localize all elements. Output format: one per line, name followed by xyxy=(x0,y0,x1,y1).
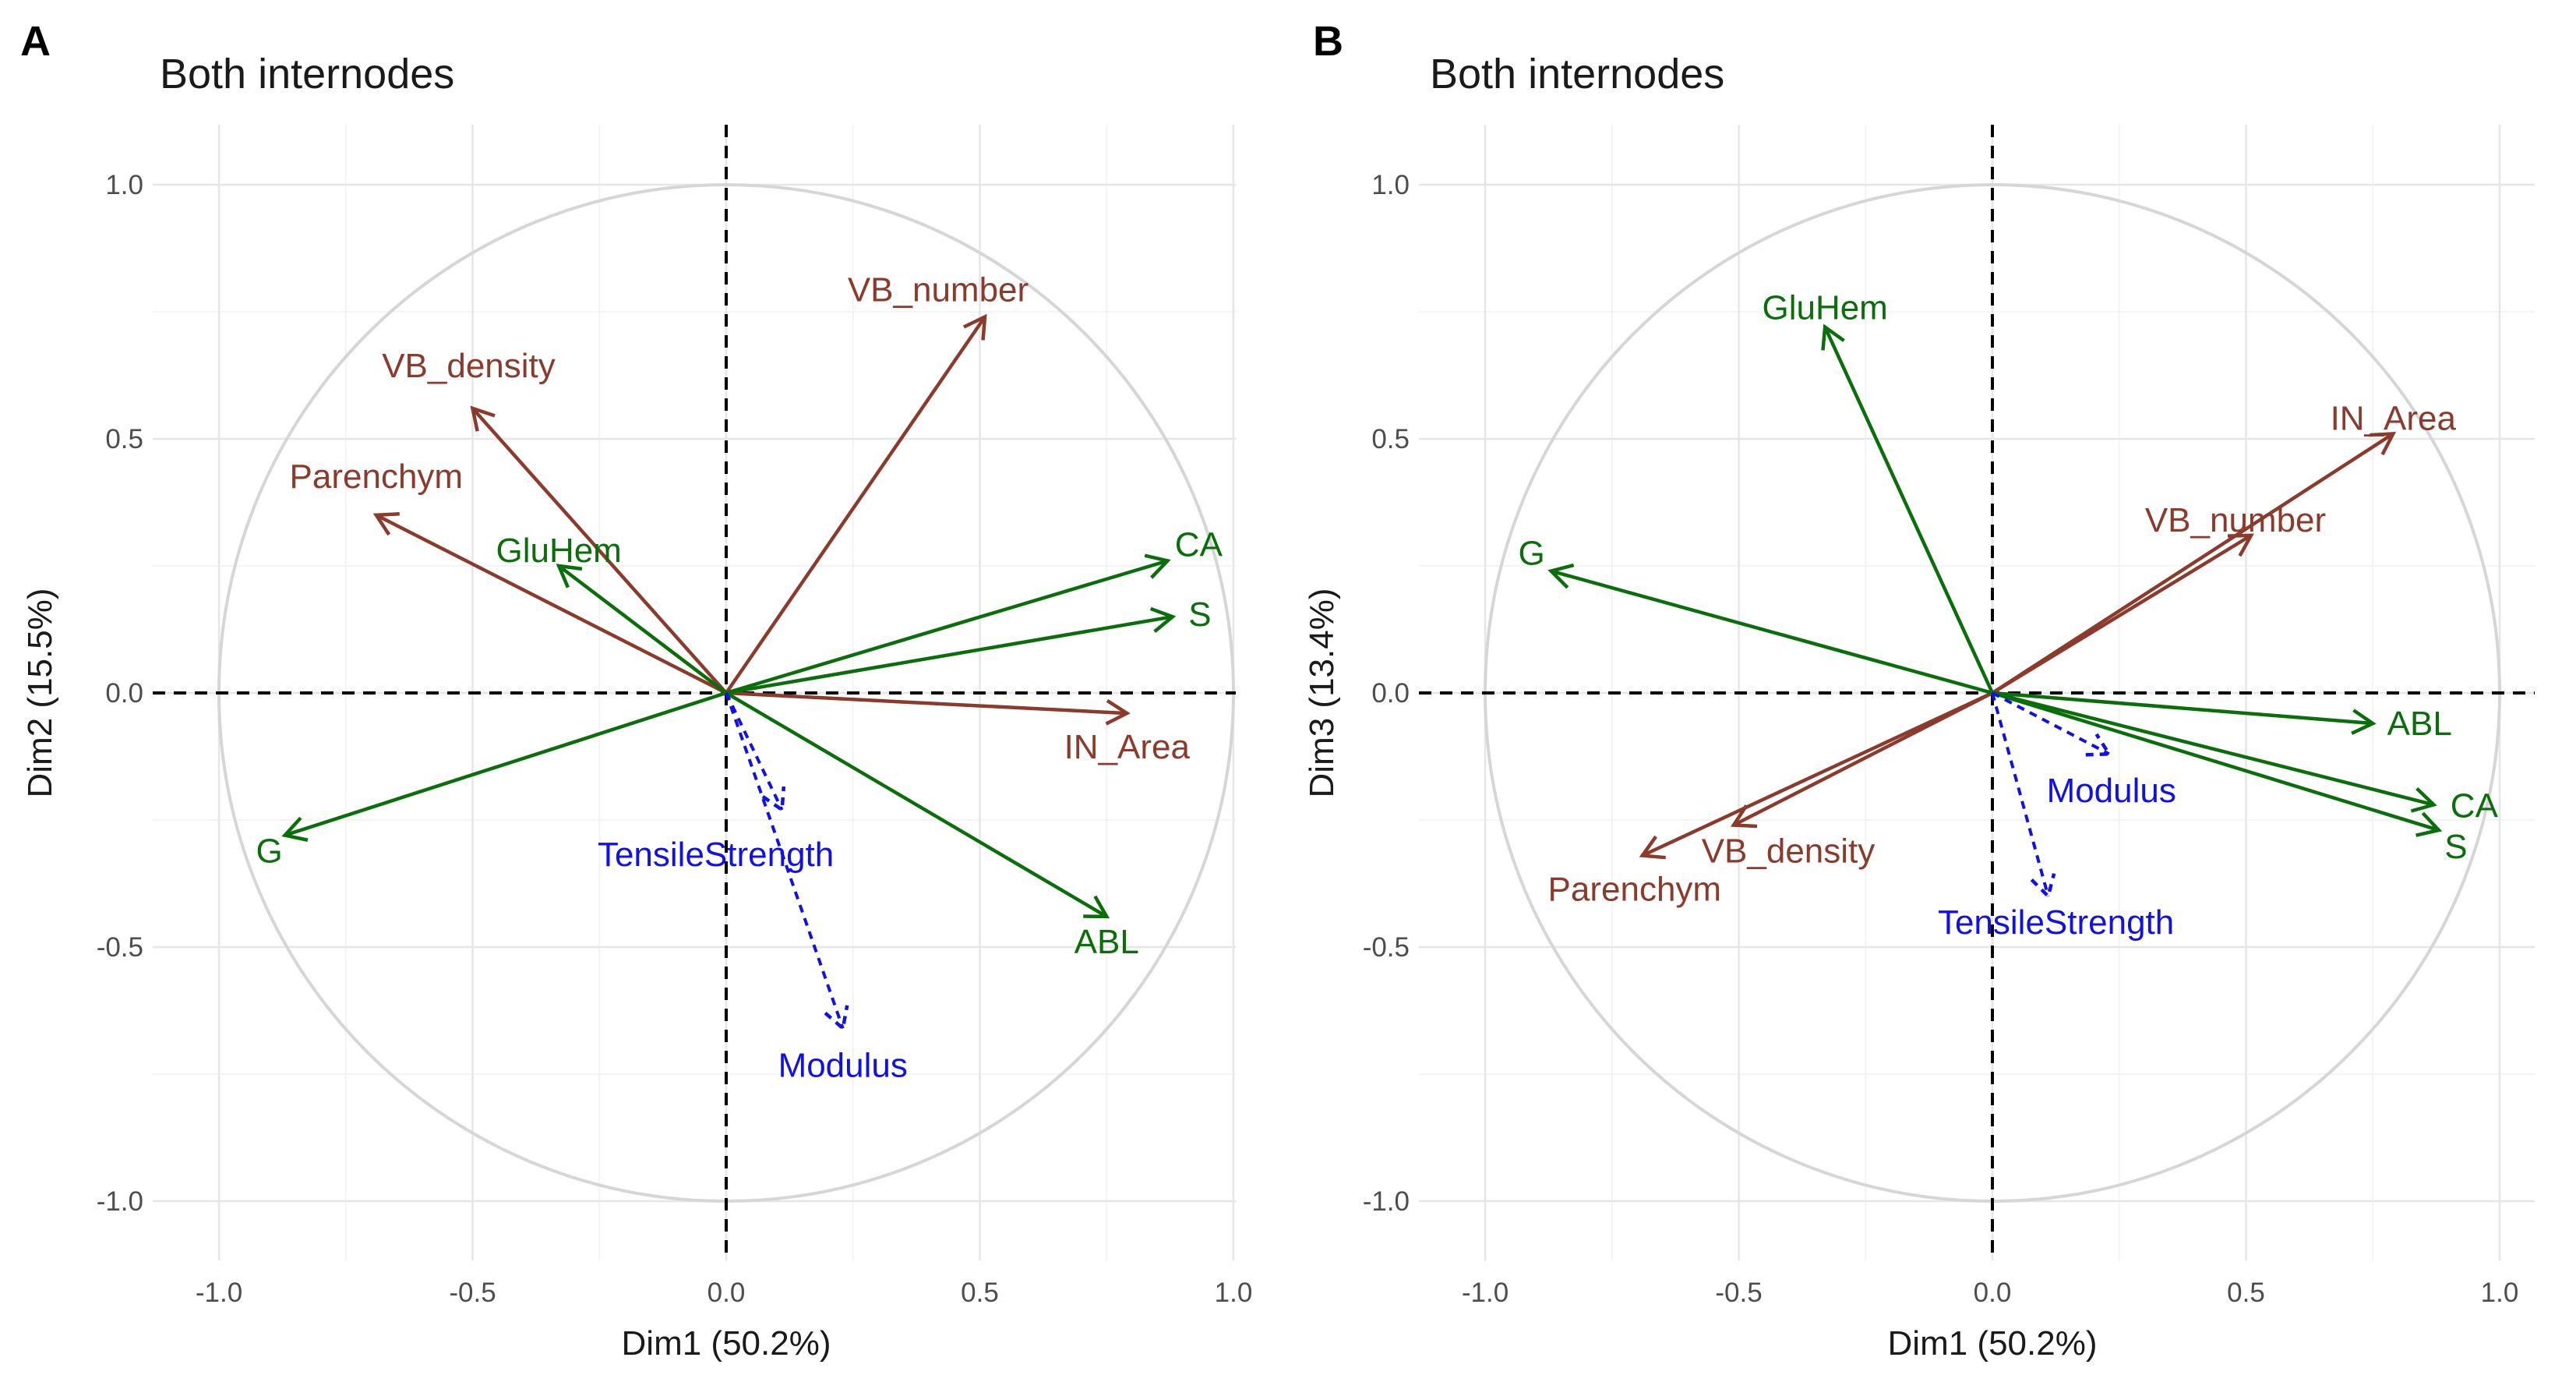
arrow-head xyxy=(2030,873,2056,900)
x-tick-label: 1.0 xyxy=(2481,1278,2519,1308)
vector-label: GluHem xyxy=(1762,289,1887,327)
pca-biplot-b: -1.0 -0.5 0.0 0.5 1.0 -1.0 -0.5 0.0 0.5 1.0 Dim1 (… xyxy=(1303,125,2535,1363)
vector-label: Modulus xyxy=(778,1046,908,1084)
arrow-head xyxy=(2410,786,2437,813)
vector-arrow xyxy=(725,692,845,1029)
vector-arrow xyxy=(1823,326,1995,694)
vector-label: GluHem xyxy=(496,532,621,570)
vector-label: S xyxy=(2444,828,2467,866)
arrow-head xyxy=(761,786,786,814)
vector-label: ABL xyxy=(2387,705,2452,743)
vector-label: IN_Area xyxy=(2331,399,2457,437)
vector-label: Modulus xyxy=(2047,772,2176,810)
vector-arrow xyxy=(557,564,728,695)
vector-label: VB_density xyxy=(1702,832,1876,871)
vector-arrow xyxy=(1551,569,1993,695)
arrow-head xyxy=(1821,323,1845,351)
panel-letter: A xyxy=(20,18,51,65)
x-tick-label: -1.0 xyxy=(1462,1278,1509,1308)
x-tick-label: -1.0 xyxy=(196,1278,242,1308)
vector-arrow xyxy=(725,691,1108,918)
vector-arrow xyxy=(1732,691,1994,827)
y-tick-label: -0.5 xyxy=(1363,932,1410,963)
panel-a: A Both internodes -1.0 -0.5 0.0 0.5 1.0 -1.0-… xyxy=(20,18,1253,1363)
vector-arrow xyxy=(725,559,1169,695)
vector-label: CA xyxy=(2451,786,2499,825)
vector-label: Parenchym xyxy=(290,458,464,496)
y-tick-label: 0.0 xyxy=(1371,678,1410,709)
vector-arrow xyxy=(1641,691,1993,857)
vector-arrow xyxy=(375,513,728,695)
chart-title: Both internodes xyxy=(1430,51,1725,97)
vector-arrow xyxy=(725,614,1173,695)
x-tick-label: 0.0 xyxy=(708,1278,746,1308)
y-tick-label: 0.0 xyxy=(105,678,143,709)
y-tick-label: -1.0 xyxy=(1363,1186,1410,1217)
vector-label: ABL xyxy=(1075,923,1139,961)
arrow-head xyxy=(372,512,400,536)
panel-letter: B xyxy=(1313,18,1343,65)
x-tick-label: 0.5 xyxy=(961,1278,999,1308)
x-tick-label: 1.0 xyxy=(1215,1278,1253,1308)
vector-arrow xyxy=(1991,533,2253,695)
arrow-head xyxy=(2415,811,2443,837)
chart-title: Both internodes xyxy=(160,51,455,97)
vector-arrow xyxy=(1992,691,2373,726)
arrow-head xyxy=(1144,553,1171,579)
x-axis-title: Dim1 (50.2%) xyxy=(1888,1324,2098,1363)
vector-label: G xyxy=(256,832,283,871)
arrow-head xyxy=(1730,804,1758,829)
y-axis-title: Dim2 (15.5%) xyxy=(21,588,59,798)
vector-label: IN_Area xyxy=(1064,728,1191,766)
arrow-head xyxy=(1547,563,1575,589)
vector-label: VB_number xyxy=(848,271,1029,309)
y-tick-label: -0.5 xyxy=(97,932,143,963)
y-tick-label: 1.0 xyxy=(105,170,143,200)
x-tick-label: -0.5 xyxy=(449,1278,496,1308)
vector-label: CA xyxy=(1175,525,1223,564)
arrow-head xyxy=(1105,698,1131,726)
vector-arrow xyxy=(725,692,784,811)
vector-arrow xyxy=(1992,691,2440,832)
y-tick-label: 0.5 xyxy=(105,424,143,454)
vector-label: G xyxy=(1519,535,1545,573)
vector-label: S xyxy=(1188,596,1211,634)
y-axis-title: Dim3 (13.4%) xyxy=(1303,588,1341,798)
vector-arrow xyxy=(471,407,728,695)
arrow-head xyxy=(1639,835,1666,860)
arrow-head xyxy=(2227,533,2254,557)
vector-label: TensileStrength xyxy=(1938,903,2174,942)
arrow-head xyxy=(824,1005,849,1032)
x-tick-label: 0.5 xyxy=(2227,1278,2265,1308)
vector-arrow xyxy=(284,691,727,837)
y-tick-label: 0.5 xyxy=(1371,424,1410,454)
vector-label: VB_density xyxy=(382,347,556,385)
x-tick-label: 0.0 xyxy=(1974,1278,2012,1308)
vector-arrow xyxy=(1991,692,2050,897)
x-tick-label: -0.5 xyxy=(1715,1278,1762,1308)
arrow-head xyxy=(470,405,496,432)
vector-label: TensileStrength xyxy=(598,836,834,874)
x-axis-title: Dim1 (50.2%) xyxy=(622,1324,831,1363)
arrow-head xyxy=(1083,895,1110,919)
arrow-head xyxy=(2351,709,2377,735)
vector-arrow xyxy=(725,316,986,695)
arrow-head xyxy=(1149,606,1177,634)
arrow-head xyxy=(556,564,583,588)
vector-arrow xyxy=(1992,691,2434,807)
panel-b: B Both internodes -1.0 -0.5 0.0 0.5 1.0 -1.0-… xyxy=(1288,0,2576,1382)
pca-biplot-a: -1.0 -0.5 0.0 0.5 1.0 -1.0 -0.5 0.0 0.5 1.0 Dim1 (… xyxy=(21,125,1253,1363)
vector-label: Parenchym xyxy=(1548,871,1722,909)
vector-label: VB_number xyxy=(2145,501,2326,539)
arrow-head xyxy=(2370,432,2397,456)
y-tick-label: 1.0 xyxy=(1371,170,1410,200)
arrow-head xyxy=(962,313,987,341)
vector-arrow xyxy=(725,691,1127,716)
y-tick-label: -1.0 xyxy=(97,1186,143,1217)
vector-arrow xyxy=(1991,432,2394,695)
arrow-head xyxy=(281,816,309,842)
